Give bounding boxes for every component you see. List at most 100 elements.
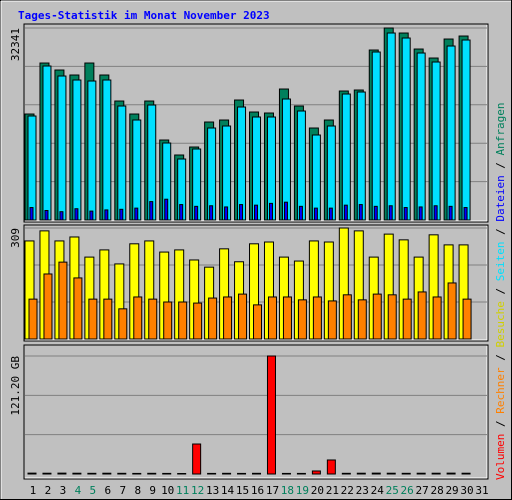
x-tick-label: 15 bbox=[236, 484, 249, 497]
bar bbox=[119, 208, 124, 221]
bar bbox=[463, 207, 468, 221]
bar bbox=[104, 209, 109, 221]
bar bbox=[88, 298, 98, 340]
bar bbox=[386, 32, 396, 221]
bar bbox=[208, 297, 218, 340]
bar bbox=[59, 211, 64, 221]
bar bbox=[311, 470, 321, 475]
x-tick-label: 21 bbox=[326, 484, 339, 497]
bar bbox=[72, 472, 82, 475]
bar bbox=[253, 304, 263, 340]
x-tick-label: 29 bbox=[445, 484, 458, 497]
x-tick-label: 10 bbox=[161, 484, 174, 497]
x-tick-label: 1 bbox=[30, 484, 37, 497]
bar bbox=[373, 205, 378, 221]
legend-text: Volumen / Rechner / Besuche / Seiten / D… bbox=[494, 102, 507, 480]
bar bbox=[266, 355, 276, 475]
bar bbox=[58, 261, 68, 340]
bar bbox=[179, 204, 184, 221]
bar bbox=[222, 125, 232, 221]
bar bbox=[134, 207, 139, 221]
bar bbox=[357, 299, 367, 340]
bar bbox=[57, 75, 67, 221]
bar bbox=[117, 105, 127, 221]
bar bbox=[403, 207, 408, 221]
bar bbox=[446, 472, 456, 475]
bar bbox=[164, 198, 169, 221]
bar bbox=[296, 472, 306, 475]
legend-entry: Rechner bbox=[494, 367, 507, 414]
x-tick-label: 18 bbox=[281, 484, 294, 497]
bar bbox=[27, 115, 37, 221]
bar bbox=[311, 134, 321, 221]
legend-separator: / bbox=[494, 348, 507, 368]
bar bbox=[28, 298, 38, 340]
bar bbox=[44, 210, 49, 221]
x-tick-label: 14 bbox=[221, 484, 235, 497]
bar bbox=[267, 296, 277, 340]
bar bbox=[42, 472, 52, 475]
bar bbox=[223, 296, 233, 340]
legend-separator: / bbox=[494, 414, 507, 434]
bar bbox=[296, 110, 306, 221]
bar bbox=[448, 205, 453, 221]
bar bbox=[356, 91, 366, 221]
x-tick-label: 23 bbox=[356, 484, 369, 497]
bar bbox=[328, 207, 333, 221]
bar bbox=[192, 443, 202, 475]
bar bbox=[356, 472, 366, 475]
x-tick-label: 22 bbox=[341, 484, 354, 497]
bar bbox=[133, 296, 143, 340]
bar bbox=[431, 472, 441, 475]
bar bbox=[401, 472, 411, 475]
bar bbox=[254, 204, 259, 221]
bar bbox=[462, 298, 472, 340]
x-tick-label: 3 bbox=[60, 484, 67, 497]
bar bbox=[358, 204, 363, 221]
bar bbox=[298, 205, 303, 221]
legend-entry: Seiten bbox=[494, 242, 507, 282]
bar bbox=[343, 204, 348, 221]
x-tick-label: 26 bbox=[401, 484, 414, 497]
bar bbox=[416, 472, 426, 475]
x-tick-label: 20 bbox=[311, 484, 324, 497]
bar bbox=[207, 472, 217, 475]
x-tick-label: 28 bbox=[430, 484, 443, 497]
bar bbox=[132, 472, 142, 475]
x-tick-label: 5 bbox=[90, 484, 97, 497]
plot-area bbox=[23, 344, 489, 480]
bar bbox=[371, 51, 381, 221]
bar bbox=[74, 208, 79, 221]
x-tick-label: 2 bbox=[45, 484, 52, 497]
x-tick-label: 13 bbox=[206, 484, 219, 497]
bar bbox=[313, 207, 318, 221]
bar bbox=[193, 302, 203, 340]
bar bbox=[326, 459, 336, 475]
bar bbox=[27, 472, 37, 475]
bar bbox=[283, 201, 288, 221]
bar bbox=[224, 206, 229, 221]
bar bbox=[149, 201, 154, 221]
x-tick-label: 27 bbox=[416, 484, 429, 497]
bar bbox=[102, 79, 112, 221]
bar bbox=[73, 277, 83, 340]
bar bbox=[327, 300, 337, 340]
bar bbox=[239, 204, 244, 221]
bar bbox=[431, 61, 441, 221]
bar bbox=[42, 65, 52, 221]
bar bbox=[148, 298, 158, 340]
bar bbox=[163, 301, 173, 340]
bar bbox=[418, 206, 423, 221]
x-tick-label: 11 bbox=[176, 484, 189, 497]
bar bbox=[238, 293, 248, 340]
bar bbox=[297, 299, 307, 340]
bar bbox=[87, 472, 97, 475]
bar bbox=[222, 472, 232, 475]
x-tick-label: 16 bbox=[251, 484, 264, 497]
bar bbox=[326, 125, 336, 221]
bar bbox=[102, 472, 112, 475]
bar bbox=[446, 45, 456, 221]
bar bbox=[147, 472, 157, 475]
bar bbox=[103, 298, 113, 340]
